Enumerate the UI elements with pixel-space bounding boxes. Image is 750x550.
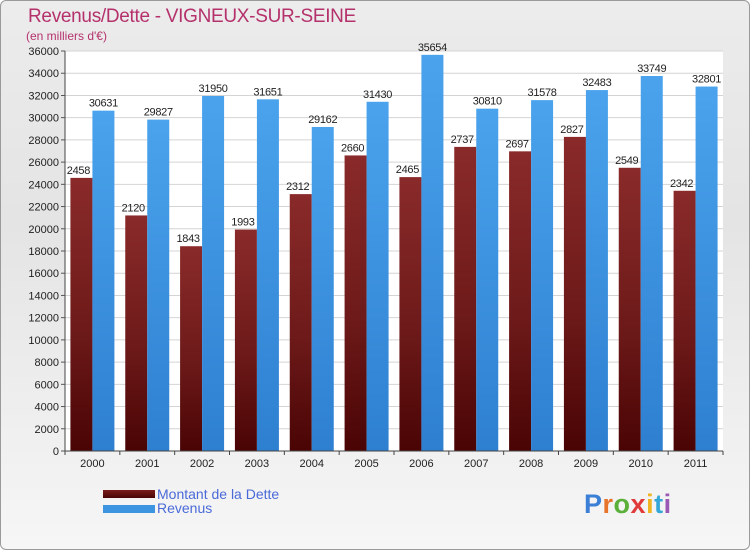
bar-dette (454, 146, 477, 451)
legend-swatch-revenus (103, 505, 155, 513)
bar-revenus (531, 100, 554, 451)
bar-label-dette: 2827 (560, 124, 583, 136)
y-tick-label: 12000 (28, 313, 59, 325)
y-tick-label: 16000 (28, 268, 59, 280)
bar-label-dette: 2465 (396, 164, 419, 176)
bar-dette (234, 229, 257, 451)
y-tick-label: 24000 (28, 179, 59, 191)
logo-letter: x (630, 489, 647, 519)
y-tick-label: 0 (53, 446, 59, 458)
bar-revenus (695, 86, 718, 452)
bar-label-revenus: 30631 (89, 98, 118, 110)
x-tick-label: 2001 (135, 458, 159, 470)
x-tick-label: 2000 (80, 458, 104, 470)
x-tick-label: 2010 (629, 458, 653, 470)
bar-label-revenus: 31430 (363, 89, 392, 101)
x-tick-label: 2008 (519, 458, 543, 470)
bar-revenus (147, 119, 170, 451)
y-tick-label: 36000 (28, 46, 59, 58)
x-tick-label: 2003 (245, 458, 269, 470)
bar-label-revenus: 35654 (418, 42, 447, 54)
logo-letter: r (602, 489, 614, 519)
bar-label-dette: 2342 (670, 178, 693, 190)
bar-label-revenus: 33749 (637, 63, 666, 75)
y-tick-label: 20000 (28, 224, 59, 236)
bar-label-revenus: 31651 (253, 86, 282, 98)
y-tick-label: 22000 (28, 202, 59, 214)
y-tick-label: 34000 (28, 68, 59, 80)
bar-label-revenus: 31578 (528, 87, 557, 99)
bar-dette (344, 155, 367, 451)
bar-label-revenus: 29827 (144, 107, 173, 119)
legend-swatch-dette (103, 490, 155, 498)
x-tick-label: 2011 (684, 458, 708, 470)
bar-label-revenus: 30810 (473, 96, 502, 108)
bar-dette (180, 246, 203, 451)
bar-dette (399, 177, 422, 451)
bar-revenus (421, 54, 444, 451)
bar-revenus (202, 96, 225, 451)
x-tick-label: 2005 (354, 458, 378, 470)
bar-label-dette: 2312 (286, 181, 309, 193)
legend-label-revenus: Revenus (157, 500, 213, 516)
y-tick-label: 2000 (35, 424, 59, 436)
bar-label-revenus: 32801 (692, 74, 721, 86)
bar-revenus (366, 101, 389, 452)
logo-letter: o (613, 489, 631, 519)
logo-letter: t (654, 489, 664, 519)
bar-revenus (256, 99, 279, 452)
y-tick-label: 30000 (28, 113, 59, 125)
bar-revenus (585, 90, 608, 452)
y-tick-label: 28000 (28, 135, 59, 147)
y-tick-label: 4000 (35, 402, 59, 414)
y-tick-label: 6000 (35, 379, 59, 391)
bar-label-dette: 2549 (615, 155, 638, 167)
bar-revenus (92, 110, 115, 452)
y-tick-label: 10000 (28, 335, 59, 347)
x-tick-label: 2007 (464, 458, 488, 470)
legend-label-dette: Montant de la Dette (157, 486, 280, 502)
bar-dette (125, 215, 148, 451)
logo-letter: i (646, 489, 655, 519)
proxiti-logo: Proxiti (584, 489, 672, 520)
bar-label-dette: 1843 (176, 233, 199, 245)
y-tick-label: 18000 (28, 246, 59, 258)
bar-label-dette: 1993 (231, 217, 254, 229)
bar-dette (70, 177, 93, 451)
bar-revenus (476, 108, 499, 452)
x-tick-label: 2009 (574, 458, 598, 470)
bar-label-dette: 2660 (341, 142, 364, 154)
bar-label-dette: 2120 (122, 202, 145, 214)
chart-subtitle: (en milliers d'€) (26, 29, 107, 43)
bar-label-revenus: 32483 (582, 77, 611, 89)
x-tick-label: 2004 (300, 458, 324, 470)
x-tick-label: 2006 (409, 458, 433, 470)
logo-letter: P (584, 489, 603, 519)
y-tick-label: 32000 (28, 90, 59, 102)
logo-letter: i (663, 489, 672, 519)
bar-revenus (640, 76, 663, 451)
bar-label-dette: 2697 (505, 138, 528, 150)
y-tick-label: 8000 (35, 357, 59, 369)
bar-dette (618, 167, 641, 451)
bar-dette (563, 136, 586, 451)
y-tick-label: 26000 (28, 157, 59, 169)
bar-label-dette: 2737 (451, 134, 474, 146)
bar-label-revenus: 29162 (308, 114, 337, 126)
x-tick-label: 2002 (190, 458, 214, 470)
y-tick-label: 14000 (28, 290, 59, 302)
bar-dette (289, 194, 312, 451)
bar-dette (673, 190, 696, 451)
bar-dette (509, 151, 532, 452)
bar-label-revenus: 31950 (199, 83, 228, 95)
chart-title: Revenus/Dette - VIGNEUX-SUR-SEINE (28, 6, 356, 27)
bar-label-dette: 2458 (67, 165, 90, 177)
bar-revenus (311, 126, 334, 451)
